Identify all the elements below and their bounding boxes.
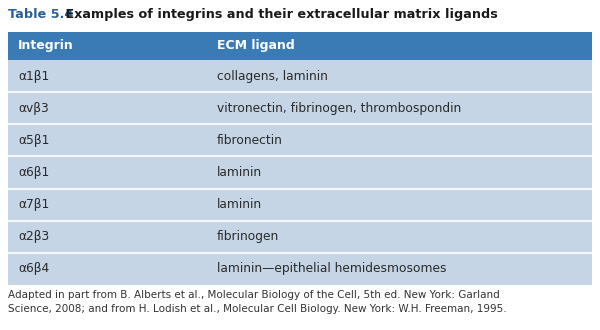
Bar [8, 32, 592, 60]
Text: α1β1: α1β1 [18, 70, 49, 82]
Bar [8, 32, 592, 285]
Text: laminin—epithelial hemidesmosomes: laminin—epithelial hemidesmosomes [217, 262, 446, 276]
Text: collagens, laminin: collagens, laminin [217, 70, 328, 82]
Text: laminin: laminin [217, 166, 262, 179]
Text: fibrinogen: fibrinogen [217, 230, 279, 243]
Text: Examples of integrins and their extracellular matrix ligands: Examples of integrins and their extracel… [61, 8, 498, 21]
Text: laminin: laminin [217, 198, 262, 211]
Text: fibronectin: fibronectin [217, 134, 283, 147]
Text: Table 5.4: Table 5.4 [8, 8, 73, 21]
Text: Integrin: Integrin [18, 40, 74, 52]
Text: α5β1: α5β1 [18, 134, 49, 147]
Text: α6β4: α6β4 [18, 262, 49, 276]
Text: α7β1: α7β1 [18, 198, 49, 211]
Text: α6β1: α6β1 [18, 166, 49, 179]
Text: Adapted in part from B. Alberts et al., Molecular Biology of the Cell, 5th ed. N: Adapted in part from B. Alberts et al., … [8, 290, 506, 314]
Text: vitronectin, fibrinogen, thrombospondin: vitronectin, fibrinogen, thrombospondin [217, 102, 461, 115]
Text: αvβ3: αvβ3 [18, 102, 49, 115]
Text: ECM ligand: ECM ligand [217, 40, 295, 52]
Text: α2β3: α2β3 [18, 230, 49, 243]
